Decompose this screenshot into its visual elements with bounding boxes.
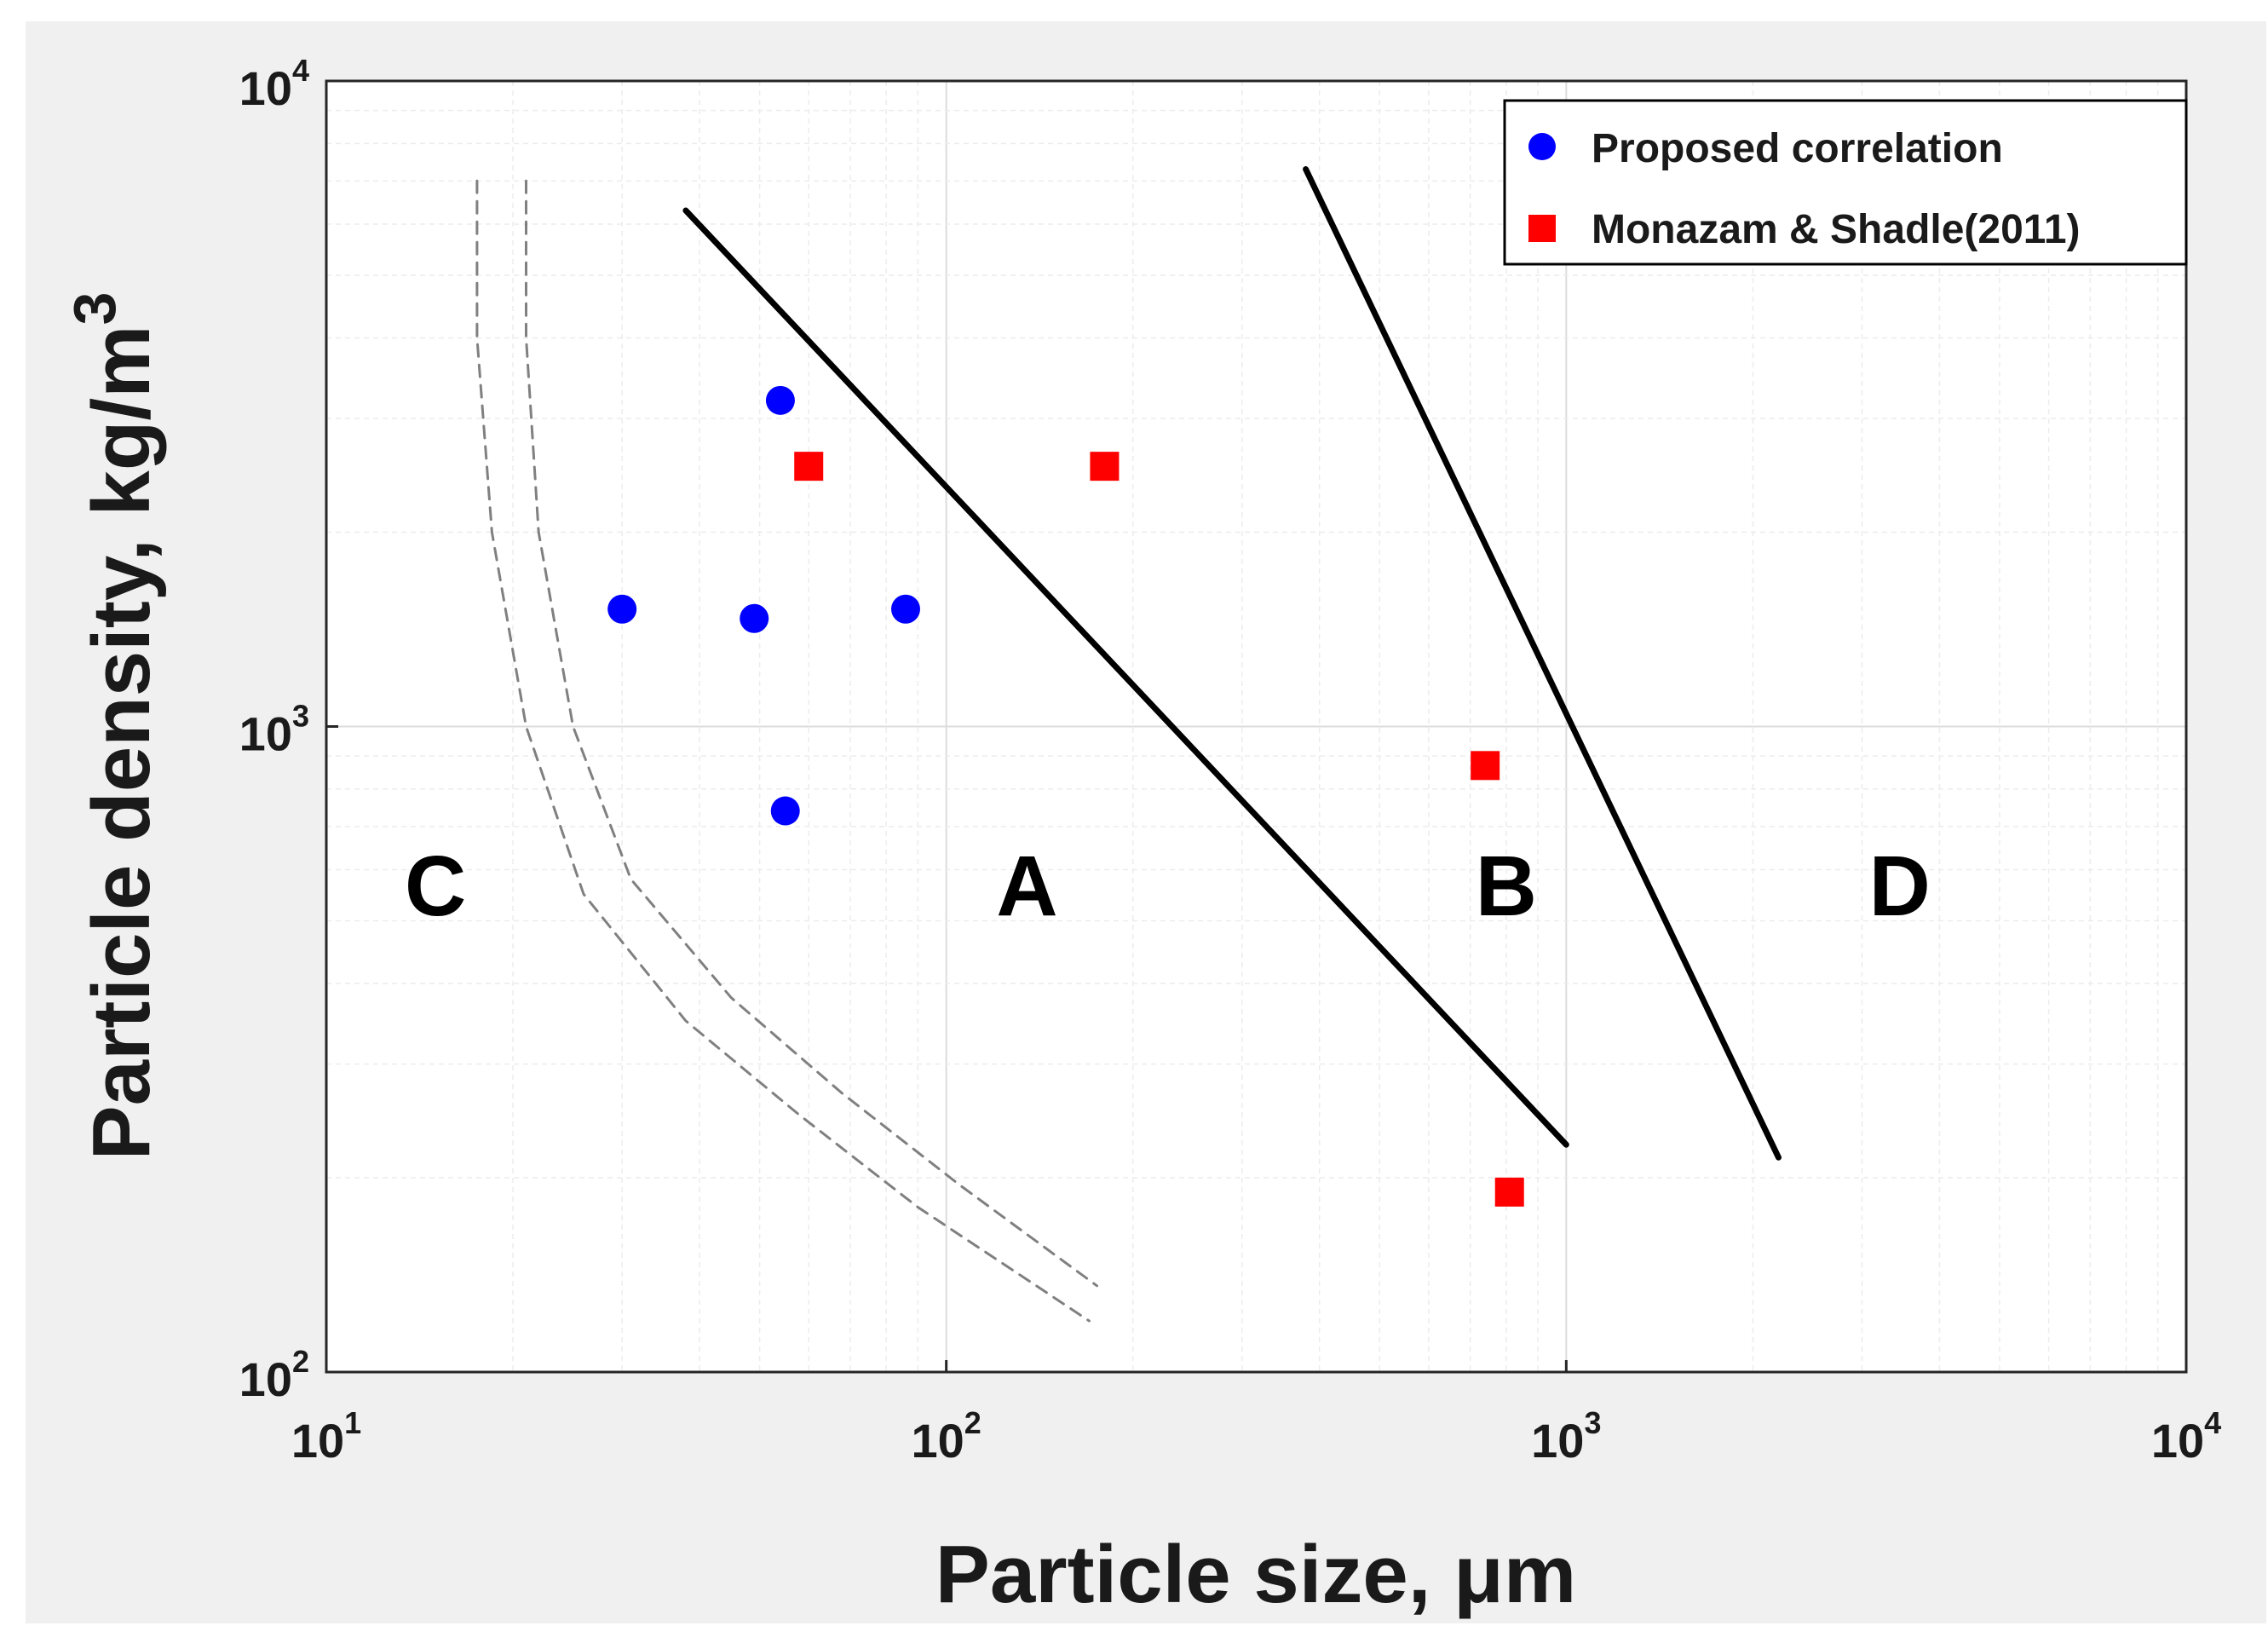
x-tick-label: 101 (291, 1405, 361, 1467)
data-markers (607, 385, 1524, 1207)
x-tick-base: 10 (912, 1414, 964, 1467)
boundary-line-c-a-boundary-1 (475, 179, 1091, 1323)
data-point-series-0 (765, 385, 795, 415)
legend-box (1503, 99, 2188, 266)
boundary-line-c-a-boundary-2 (525, 179, 1098, 1288)
y-tick-base: 10 (239, 707, 292, 761)
x-tick-exponent: 2 (964, 1405, 981, 1440)
y-tick-label: 102 (239, 1344, 309, 1406)
y-tick-label: 103 (239, 699, 309, 761)
legend-marker-monazam-shadle (1528, 215, 1556, 242)
x-tick-label: 103 (1531, 1405, 1601, 1467)
data-point-series-1 (1090, 452, 1120, 481)
regime-boundaries (475, 166, 1782, 1323)
boundary-line-a-b-boundary (682, 207, 1569, 1148)
data-point-series-1 (1494, 1177, 1524, 1207)
data-point-series-1 (794, 452, 824, 481)
x-tick-base: 10 (1531, 1414, 1584, 1467)
data-point-series-0 (891, 594, 921, 624)
y-axis-title: Particle density, kg/m3 (61, 292, 167, 1161)
y-tick-base: 10 (239, 61, 292, 115)
x-tick-label: 102 (912, 1405, 981, 1467)
x-tick-exponent: 1 (344, 1405, 361, 1440)
data-point-series-0 (770, 796, 800, 826)
y-tick-exponent: 2 (292, 1344, 309, 1379)
y-tick-label: 104 (239, 53, 309, 115)
legend: Proposed correlation Monazam & Shadle(20… (1503, 99, 2188, 266)
y-tick-exponent: 4 (292, 53, 309, 88)
y-axis-title-superscript: 3 (61, 292, 128, 326)
x-tick-label: 104 (2151, 1405, 2221, 1467)
boundary-line-b-d-boundary (1303, 166, 1782, 1161)
region-label-b: B (1476, 839, 1537, 934)
region-label-d: D (1869, 839, 1931, 934)
y-axis-title-text: Particle density, kg/m (76, 326, 167, 1161)
x-axis-title: Particle size, μm (935, 1529, 1576, 1620)
y-tick-exponent: 3 (292, 699, 309, 734)
grid (325, 81, 2186, 1373)
x-tick-base: 10 (291, 1414, 344, 1467)
legend-label-monazam-shadle: Monazam & Shadle(2011) (1592, 207, 2081, 252)
x-tick-base: 10 (2151, 1414, 2204, 1467)
region-label-c: C (405, 839, 466, 934)
region-label-a: A (996, 839, 1057, 934)
data-point-series-0 (740, 603, 769, 633)
x-tick-exponent: 4 (2204, 1405, 2221, 1440)
legend-marker-proposed-correlation (1528, 133, 1556, 160)
x-tick-exponent: 3 (1584, 1405, 1601, 1440)
data-point-series-0 (607, 594, 637, 624)
legend-label-proposed-correlation: Proposed correlation (1592, 126, 2003, 171)
data-point-series-1 (1471, 751, 1500, 781)
x-axis-title-text: Particle size, μm (935, 1529, 1576, 1620)
y-tick-base: 10 (239, 1352, 292, 1406)
